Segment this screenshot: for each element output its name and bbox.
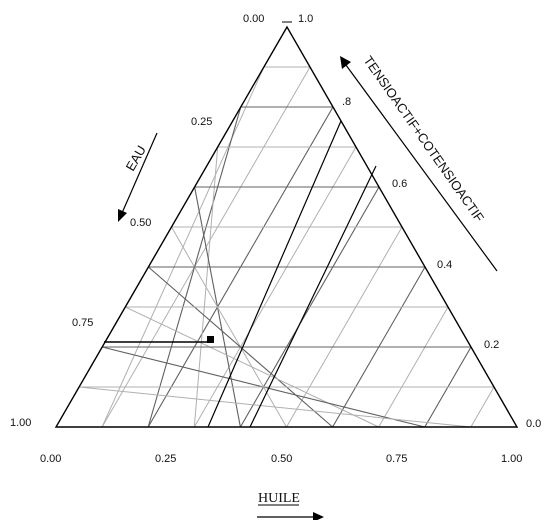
right-axis-arrowhead xyxy=(340,56,351,69)
bottom-tick-label: 0.75 xyxy=(386,453,407,465)
grid-line-diagonal xyxy=(378,306,449,428)
phase-boundaries xyxy=(207,120,377,428)
right-axis-title: TENSIOACTIF+COTENSIOACTIF xyxy=(361,53,487,225)
left-tick-label: 0.75 xyxy=(72,317,93,329)
top-corner-label-right: 1.0 xyxy=(298,13,313,25)
left-tick-label: 0.50 xyxy=(130,217,151,229)
left-axis-arrowhead xyxy=(118,209,127,222)
boundary-line-right xyxy=(249,165,377,428)
right-tick-label: 0.0 xyxy=(526,418,541,430)
right-axis-arrow xyxy=(342,60,498,272)
left-tick-label: 0.25 xyxy=(191,116,212,128)
marked-point xyxy=(207,336,214,343)
grid-line-diagonal xyxy=(125,306,379,428)
grid-line-diagonal xyxy=(193,146,357,428)
boundary-line-left xyxy=(207,120,342,428)
right-tick-label: 0.2 xyxy=(484,339,499,351)
bottom-tick-label: 0.00 xyxy=(40,453,61,465)
grid-line-diagonal xyxy=(470,386,495,428)
top-corner-label-left: 0.00 xyxy=(243,13,264,25)
left-axis-title: EAU xyxy=(123,143,149,174)
triangle-frame xyxy=(54,25,519,428)
bottom-tick-label: 0.50 xyxy=(271,453,292,465)
right-tick-label: 0.4 xyxy=(437,259,452,271)
right-tick-label: 0.6 xyxy=(392,178,407,190)
bottom-tick-label: 0.25 xyxy=(155,453,176,465)
grid-line-diagonal xyxy=(171,226,287,428)
left-axis-arrow xyxy=(121,132,158,214)
right-tick-label: .8 xyxy=(342,96,351,108)
grid-line-diagonal xyxy=(286,226,403,428)
bottom-axis-title: HUILE xyxy=(258,491,300,506)
bottom-axis-arrowhead xyxy=(313,512,324,520)
bottom-tick-label: 1.00 xyxy=(501,453,522,465)
grid-line-diagonal xyxy=(79,386,471,428)
grid-lines xyxy=(79,66,495,428)
left-tick-label: 1.00 xyxy=(10,417,31,429)
